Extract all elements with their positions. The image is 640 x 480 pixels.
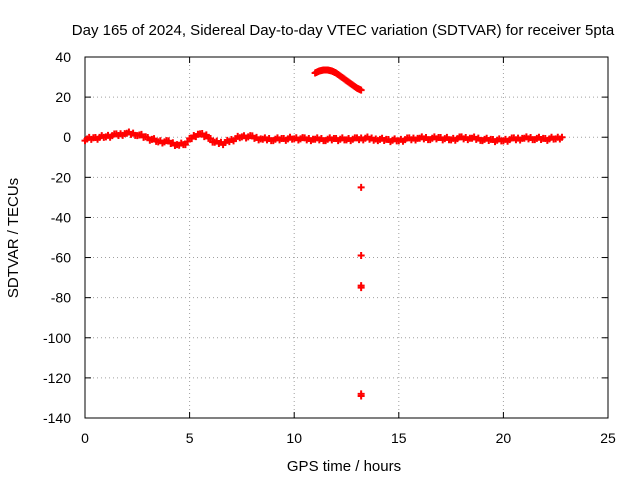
data-point-main-band: [207, 135, 215, 143]
data-point-outliers: [357, 183, 365, 191]
x-tick-label: 15: [391, 430, 407, 446]
data-point-main-band: [558, 133, 566, 141]
x-tick-label: 0: [81, 430, 89, 446]
chart-title: Day 165 of 2024, Sidereal Day-to-day VTE…: [72, 22, 615, 39]
x-axis-label: GPS time / hours: [287, 458, 401, 475]
tick-labels: 0 5 10 15 20 25 40 20 0 -20 -40 -60 -80 -100 -120 -140: [43, 49, 616, 446]
y-tick-label: 40: [55, 49, 71, 65]
y-axis-label: SDTVAR / TECUs: [5, 178, 22, 298]
x-tick-label: 20: [496, 430, 512, 446]
y-tick-label: -20: [51, 169, 71, 185]
y-tick-label: 0: [63, 129, 71, 145]
data-points: [81, 66, 566, 400]
y-tick-label: -80: [51, 290, 71, 306]
y-tick-label: -120: [43, 370, 71, 386]
y-tick-label: -40: [51, 209, 71, 225]
y-tick-label: -60: [51, 250, 71, 266]
data-point-outliers: [357, 284, 365, 292]
data-point-main-band: [202, 131, 210, 139]
y-tick-label: -100: [43, 330, 71, 346]
y-tick-label: 20: [55, 89, 71, 105]
data-point-arc: [357, 86, 365, 94]
x-tick-label: 25: [600, 430, 616, 446]
x-tick-label: 10: [286, 430, 302, 446]
grid: [85, 57, 608, 418]
data-point-outliers: [357, 252, 365, 260]
plot-frame: [84, 56, 609, 419]
data-point-outliers: [357, 392, 365, 400]
y-tick-label: -140: [43, 410, 71, 426]
x-tick-label: 5: [186, 430, 194, 446]
